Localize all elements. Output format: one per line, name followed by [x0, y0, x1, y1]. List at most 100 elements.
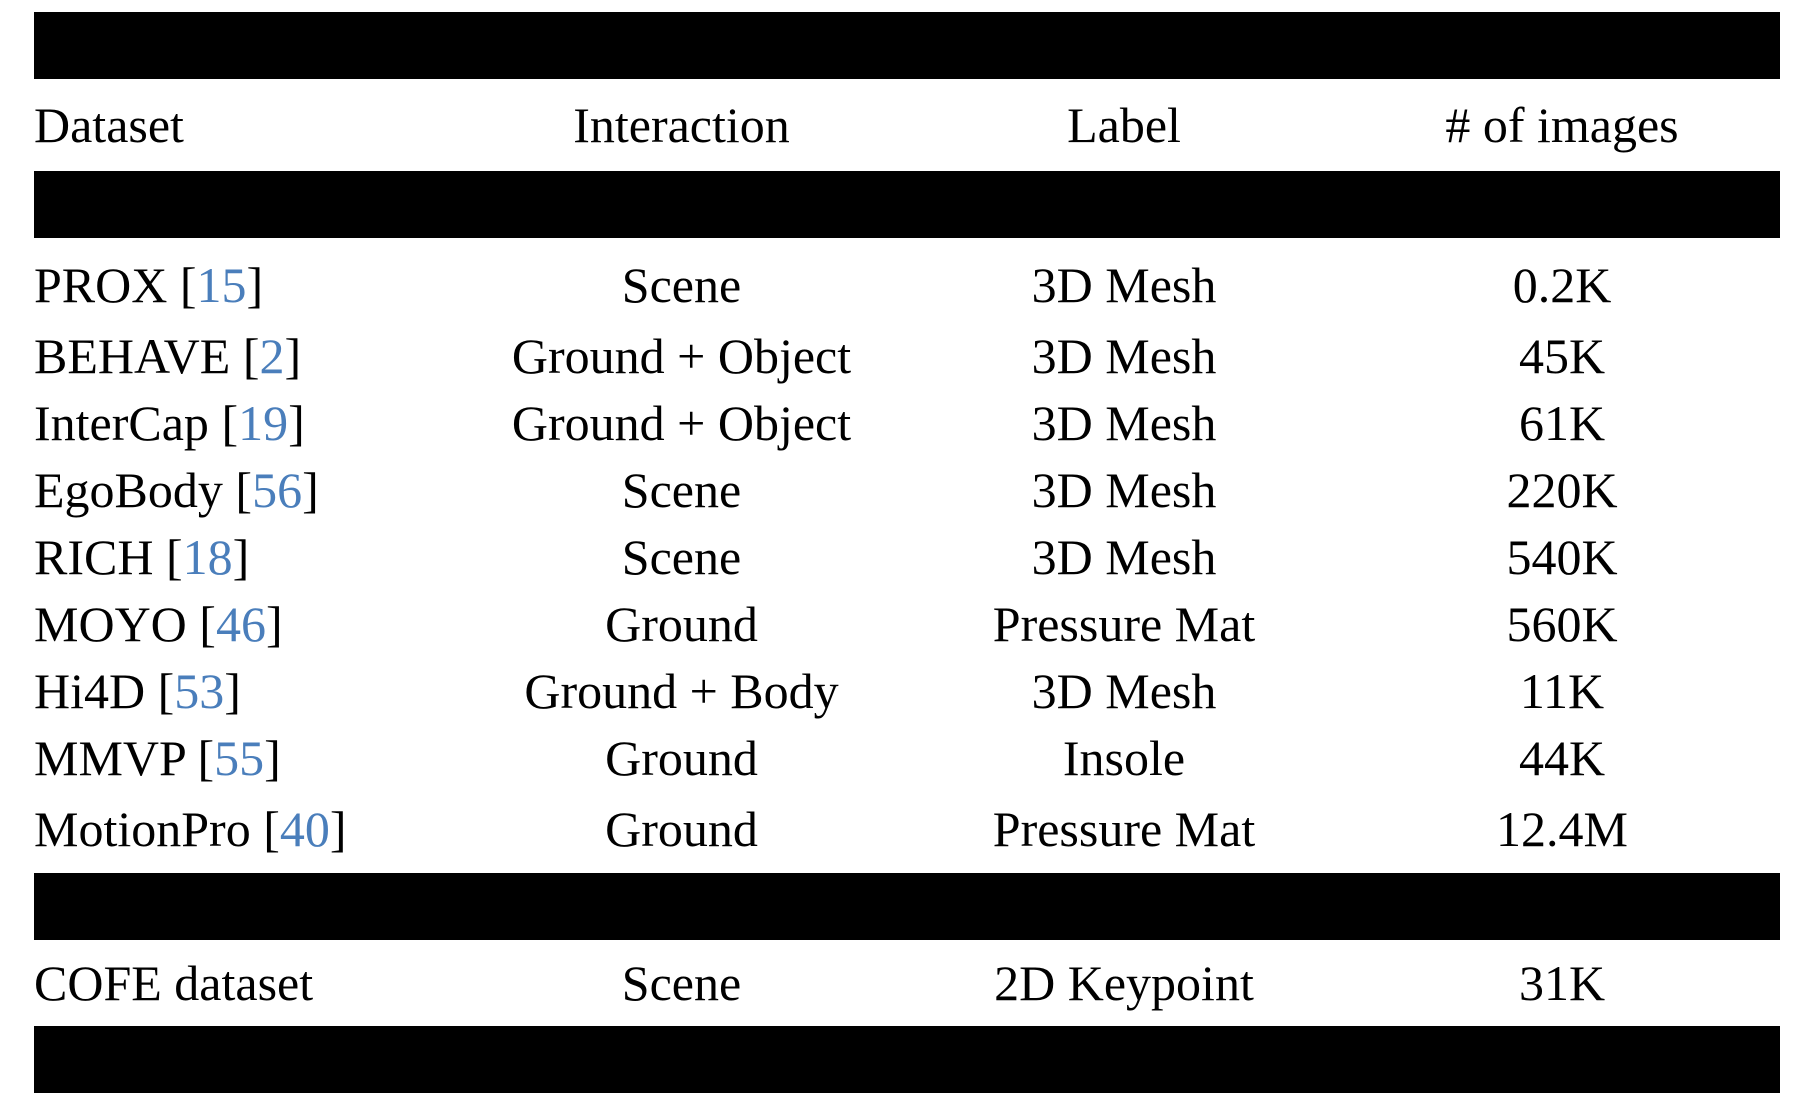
citation-bracket-close: ]	[232, 529, 250, 585]
dataset-name: EgoBody	[34, 462, 223, 518]
citation-bracket-close: ]	[264, 730, 281, 786]
bottom-rule	[34, 1026, 1780, 1093]
cell-dataset: MotionPro [40]	[34, 792, 459, 873]
dataset-name: InterCap	[34, 395, 209, 451]
cell-interaction: Ground + Object	[511, 395, 852, 451]
cell-count: 31K	[1518, 955, 1606, 1011]
column-header-interaction: Interaction	[573, 97, 790, 153]
citation-number[interactable]: 40	[279, 800, 330, 857]
citation-number[interactable]: 46	[215, 596, 266, 652]
dataset-name: MMVP	[34, 730, 185, 786]
cell-label: Pressure Mat	[992, 596, 1256, 652]
cell-dataset: COFE dataset	[34, 940, 459, 1026]
citation-bracket-close: ]	[224, 663, 241, 719]
citation-bracket-open: [	[208, 395, 239, 451]
dataset-name: RICH	[34, 529, 154, 585]
cell-count: 44K	[1518, 730, 1606, 786]
cell-label: 3D Mesh	[1031, 395, 1217, 451]
cell-count: 12.4M	[1496, 800, 1628, 857]
dataset-name: Hi4D	[34, 663, 146, 719]
cell-dataset: EgoBody [56]	[34, 457, 459, 524]
table-row: MOYO [46] Ground Pressure Mat 560K	[34, 591, 1780, 658]
citation-number[interactable]: 56	[252, 462, 303, 518]
header-row: Dataset Interaction Label # of images	[34, 79, 1780, 171]
cell-interaction: Scene	[621, 462, 742, 518]
citation-bracket-close: ]	[265, 596, 283, 652]
table-row: Hi4D [53] Ground + Body 3D Mesh 11K	[34, 658, 1780, 725]
cell-interaction: Ground + Object	[511, 328, 852, 384]
cell-count: 540K	[1506, 529, 1618, 585]
dataset-name: MotionPro	[34, 800, 251, 857]
top-rule-row	[34, 12, 1780, 79]
citation-bracket-open: [	[250, 800, 280, 857]
cell-label: 2D Keypoint	[994, 955, 1254, 1011]
cell-count: 0.2K	[1512, 256, 1612, 313]
citation-bracket-open: [	[184, 730, 215, 786]
cell-dataset: InterCap [19]	[34, 390, 459, 457]
table-row: MMVP [55] Ground Insole 44K	[34, 725, 1780, 792]
table-row-summary: COFE dataset Scene 2D Keypoint 31K	[34, 940, 1780, 1026]
citation-bracket-close: ]	[329, 800, 347, 857]
cell-dataset: PROX [15]	[34, 238, 459, 323]
cell-label: 3D Mesh	[1031, 663, 1217, 719]
cell-dataset: BEHAVE [2]	[34, 323, 459, 390]
table-row: BEHAVE [2] Ground + Object 3D Mesh 45K	[34, 323, 1780, 390]
summary-rule-row	[34, 873, 1780, 940]
citation-number[interactable]: 18	[182, 529, 233, 585]
summary-midrule	[34, 873, 1780, 940]
cell-label: Pressure Mat	[992, 800, 1256, 857]
cell-interaction: Ground	[605, 800, 758, 857]
cell-count: 61K	[1518, 395, 1606, 451]
citation-number[interactable]: 53	[174, 663, 225, 719]
cell-interaction: Scene	[621, 529, 742, 585]
dataset-name: PROX	[34, 256, 168, 313]
citation-bracket-open: [	[153, 529, 183, 585]
cell-label: Insole	[1062, 730, 1186, 786]
table-row: RICH [18] Scene 3D Mesh 540K	[34, 524, 1780, 591]
cell-interaction: Ground	[605, 596, 758, 652]
bottom-rule-row	[34, 1026, 1780, 1093]
dataset-name: MOYO	[34, 596, 187, 652]
table-row: InterCap [19] Ground + Object 3D Mesh 61…	[34, 390, 1780, 457]
citation-bracket-open: [	[186, 596, 216, 652]
table-body: PROX [15] Scene 3D Mesh 0.2K BEHAVE [2] …	[34, 238, 1780, 1093]
citation-number[interactable]: 19	[238, 395, 289, 451]
cell-dataset: RICH [18]	[34, 524, 459, 591]
citation-bracket-close: ]	[288, 395, 305, 451]
citation-number[interactable]: 15	[196, 256, 247, 313]
citation-bracket-open: [	[145, 663, 175, 719]
cell-label: 3D Mesh	[1031, 462, 1217, 518]
cell-label: 3D Mesh	[1031, 529, 1217, 585]
cell-count: 45K	[1518, 328, 1606, 384]
table: Dataset Interaction Label # of images PR…	[34, 12, 1780, 1093]
cell-dataset: MOYO [46]	[34, 591, 459, 658]
cell-label: 3D Mesh	[1031, 328, 1217, 384]
dataset-name: BEHAVE	[34, 328, 231, 384]
cell-count: 11K	[1519, 663, 1605, 719]
cell-label: 3D Mesh	[1031, 256, 1217, 313]
column-header-label: Label	[1067, 97, 1181, 153]
citation-number[interactable]: 2	[259, 328, 285, 384]
table-row: MotionPro [40] Ground Pressure Mat 12.4M	[34, 792, 1780, 873]
header-midrule	[34, 171, 1780, 238]
cell-count: 220K	[1506, 462, 1618, 518]
cell-dataset: Hi4D [53]	[34, 658, 459, 725]
citation-number[interactable]: 55	[214, 730, 265, 786]
citation-bracket-open: [	[230, 328, 260, 384]
citation-bracket-close: ]	[284, 328, 302, 384]
cell-interaction: Scene	[621, 256, 742, 313]
cell-interaction: Scene	[621, 955, 742, 1011]
table-header: Dataset Interaction Label # of images	[34, 12, 1780, 238]
cell-dataset: MMVP [55]	[34, 725, 459, 792]
table-row: PROX [15] Scene 3D Mesh 0.2K	[34, 238, 1780, 323]
dataset-name: COFE dataset	[34, 955, 314, 1011]
cell-count: 560K	[1506, 596, 1618, 652]
citation-bracket-close: ]	[246, 256, 264, 313]
column-header-count: # of images	[1445, 97, 1679, 153]
cell-interaction: Ground + Body	[524, 663, 839, 719]
citation-bracket-close: ]	[302, 462, 319, 518]
cell-interaction: Ground	[605, 730, 758, 786]
citation-bracket-open: [	[167, 256, 197, 313]
column-header-dataset: Dataset	[34, 97, 184, 153]
header-rule-row	[34, 171, 1780, 238]
